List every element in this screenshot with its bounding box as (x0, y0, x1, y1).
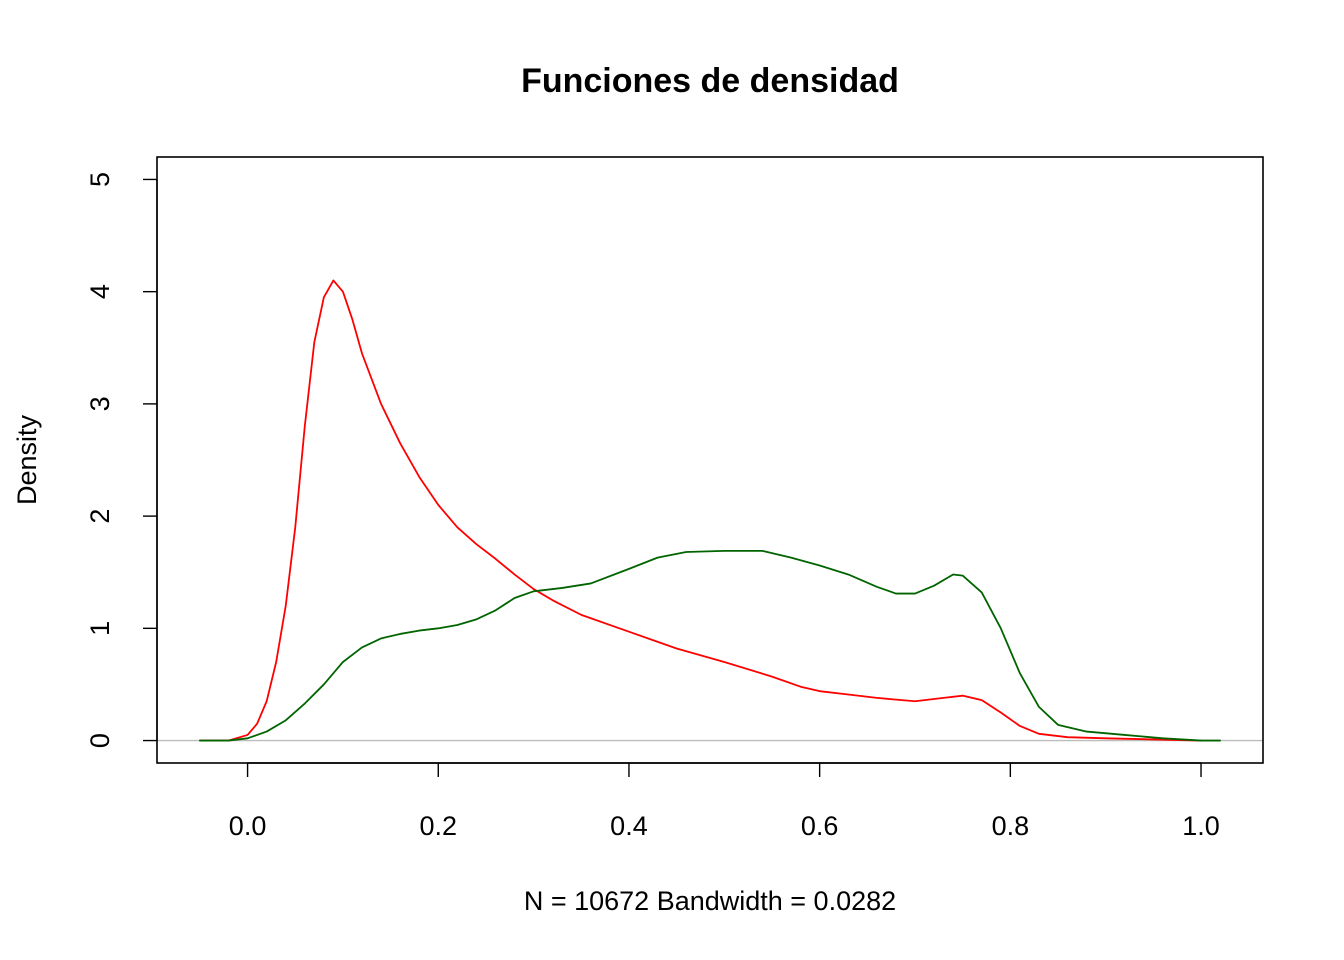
y-axis-label: Density (12, 414, 42, 505)
density-line-2 (199, 550, 1221, 742)
x-tick-label: 0.6 (801, 811, 839, 841)
x-tick-label: 0.0 (229, 811, 267, 841)
x-axis-label: N = 10672 Bandwidth = 0.0282 (524, 886, 896, 916)
y-tick-label: 1 (85, 621, 115, 636)
x-tick-label: 1.0 (1182, 811, 1220, 841)
y-tick-label: 0 (85, 733, 115, 748)
y-axis: 0 1 2 3 4 5 (85, 172, 158, 748)
x-axis: 0.0 0.2 0.4 0.6 0.8 1.0 (229, 762, 1220, 841)
plot-frame (156, 156, 1264, 764)
y-tick-label: 2 (85, 509, 115, 524)
y-tick-label: 4 (85, 284, 115, 299)
plot-area (157, 279, 1263, 742)
chart-title: Funciones de densidad (521, 62, 899, 100)
y-tick-label: 5 (85, 172, 115, 187)
x-tick-label: 0.4 (610, 811, 648, 841)
x-tick-label: 0.2 (419, 811, 457, 841)
x-tick-label: 0.8 (992, 811, 1030, 841)
density-line-1 (199, 279, 1202, 742)
series-layer (199, 279, 1221, 742)
y-tick-label: 3 (85, 396, 115, 411)
